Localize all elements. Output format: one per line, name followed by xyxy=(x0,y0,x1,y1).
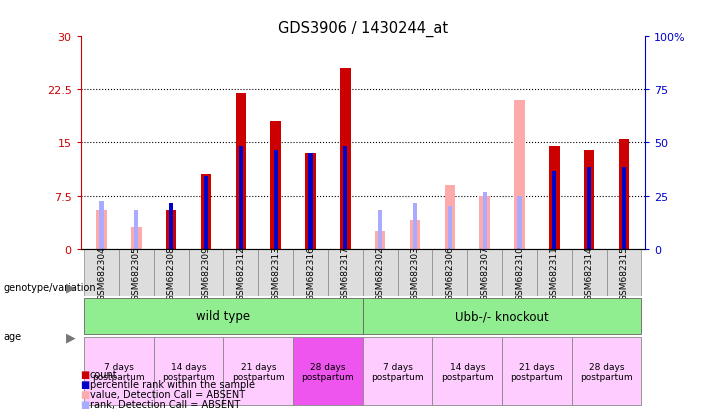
Text: 28 days
postpartum: 28 days postpartum xyxy=(580,362,633,381)
Text: value, Detection Call = ABSENT: value, Detection Call = ABSENT xyxy=(90,389,245,399)
FancyBboxPatch shape xyxy=(397,249,433,296)
FancyBboxPatch shape xyxy=(224,337,293,406)
Bar xyxy=(413,203,417,249)
Bar xyxy=(343,147,348,249)
Bar xyxy=(587,168,591,249)
Text: age: age xyxy=(4,332,22,342)
Text: GSM682308: GSM682308 xyxy=(167,245,176,300)
FancyBboxPatch shape xyxy=(189,249,224,296)
Bar xyxy=(619,140,629,249)
Bar xyxy=(273,150,278,249)
Text: ■: ■ xyxy=(81,399,90,409)
FancyBboxPatch shape xyxy=(84,337,154,406)
Text: GSM682303: GSM682303 xyxy=(411,245,419,300)
Bar xyxy=(517,196,522,249)
Text: GSM682307: GSM682307 xyxy=(480,245,489,300)
FancyBboxPatch shape xyxy=(572,249,606,296)
Bar xyxy=(100,201,104,249)
Bar xyxy=(204,177,208,249)
Bar xyxy=(135,210,138,249)
Bar xyxy=(166,210,177,249)
FancyBboxPatch shape xyxy=(468,249,502,296)
FancyBboxPatch shape xyxy=(84,249,119,296)
Text: GSM682315: GSM682315 xyxy=(620,245,629,300)
Bar xyxy=(622,168,626,249)
FancyBboxPatch shape xyxy=(293,337,363,406)
Bar xyxy=(410,221,420,249)
Text: GSM682309: GSM682309 xyxy=(201,245,210,300)
Text: GSM682313: GSM682313 xyxy=(271,245,280,300)
Text: 14 days
postpartum: 14 days postpartum xyxy=(441,362,494,381)
Text: ▶: ▶ xyxy=(66,280,76,294)
Bar xyxy=(239,147,243,249)
Bar xyxy=(200,175,211,249)
Text: 14 days
postpartum: 14 days postpartum xyxy=(163,362,215,381)
Bar xyxy=(308,154,313,249)
Text: GSM682316: GSM682316 xyxy=(306,245,315,300)
FancyBboxPatch shape xyxy=(363,337,433,406)
FancyBboxPatch shape xyxy=(224,249,258,296)
Text: GSM682311: GSM682311 xyxy=(550,245,559,300)
Title: GDS3906 / 1430244_at: GDS3906 / 1430244_at xyxy=(278,21,448,37)
Bar xyxy=(306,154,315,249)
Text: ■: ■ xyxy=(81,379,90,389)
Text: Ubb-/- knockout: Ubb-/- knockout xyxy=(455,310,549,323)
Text: wild type: wild type xyxy=(196,310,250,323)
Bar xyxy=(271,122,281,249)
Text: rank, Detection Call = ABSENT: rank, Detection Call = ABSENT xyxy=(90,399,240,409)
Text: GSM682312: GSM682312 xyxy=(236,245,245,300)
FancyBboxPatch shape xyxy=(119,249,154,296)
Bar xyxy=(96,210,107,249)
Bar xyxy=(378,210,382,249)
Bar xyxy=(236,94,246,249)
Bar xyxy=(448,206,452,249)
FancyBboxPatch shape xyxy=(328,249,363,296)
Bar xyxy=(515,101,525,249)
Bar xyxy=(131,228,142,249)
Bar xyxy=(482,192,486,249)
Text: GSM682304: GSM682304 xyxy=(97,245,106,300)
Text: GSM682314: GSM682314 xyxy=(585,245,594,300)
Text: ■: ■ xyxy=(81,369,90,379)
FancyBboxPatch shape xyxy=(154,249,189,296)
Bar xyxy=(169,203,173,249)
FancyBboxPatch shape xyxy=(502,249,537,296)
Bar xyxy=(549,147,559,249)
Text: 21 days
postpartum: 21 days postpartum xyxy=(510,362,563,381)
Text: GSM682306: GSM682306 xyxy=(445,245,454,300)
FancyBboxPatch shape xyxy=(537,249,572,296)
Bar xyxy=(552,171,557,249)
FancyBboxPatch shape xyxy=(433,249,468,296)
Text: genotype/variation: genotype/variation xyxy=(4,282,96,292)
Text: percentile rank within the sample: percentile rank within the sample xyxy=(90,379,254,389)
Bar xyxy=(479,196,490,249)
FancyBboxPatch shape xyxy=(363,298,641,334)
Text: count: count xyxy=(90,369,117,379)
FancyBboxPatch shape xyxy=(84,298,363,334)
Text: 28 days
postpartum: 28 days postpartum xyxy=(301,362,354,381)
Bar xyxy=(444,185,455,249)
FancyBboxPatch shape xyxy=(502,337,572,406)
FancyBboxPatch shape xyxy=(433,337,502,406)
FancyBboxPatch shape xyxy=(606,249,641,296)
Text: ▶: ▶ xyxy=(66,330,76,343)
Bar xyxy=(375,231,386,249)
Text: 21 days
postpartum: 21 days postpartum xyxy=(232,362,285,381)
Text: ■: ■ xyxy=(81,389,90,399)
Text: 7 days
postpartum: 7 days postpartum xyxy=(372,362,424,381)
FancyBboxPatch shape xyxy=(572,337,641,406)
FancyBboxPatch shape xyxy=(293,249,328,296)
Text: GSM682310: GSM682310 xyxy=(515,245,524,300)
Text: 7 days
postpartum: 7 days postpartum xyxy=(93,362,145,381)
FancyBboxPatch shape xyxy=(363,249,397,296)
Bar xyxy=(584,150,594,249)
Text: GSM682302: GSM682302 xyxy=(376,245,385,300)
Bar xyxy=(340,69,350,249)
Text: GSM682317: GSM682317 xyxy=(341,245,350,300)
FancyBboxPatch shape xyxy=(154,337,224,406)
FancyBboxPatch shape xyxy=(258,249,293,296)
Text: GSM682305: GSM682305 xyxy=(132,245,141,300)
